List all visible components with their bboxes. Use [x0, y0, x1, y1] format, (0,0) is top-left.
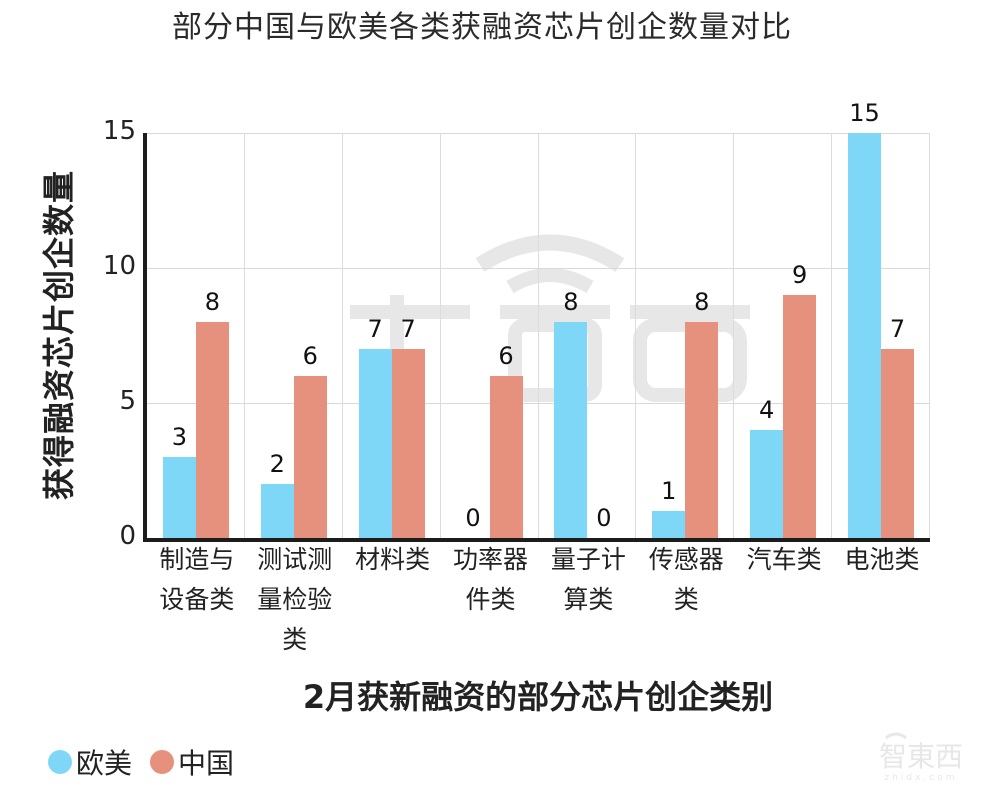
svg-text:智東西: 智東西	[879, 740, 963, 773]
zhidx-logo-icon: 智東西 zhidx.com	[879, 732, 963, 783]
bar-eu[interactable]	[260, 484, 294, 538]
data-label-cn: 8	[694, 288, 710, 316]
bar-cn[interactable]	[391, 349, 425, 538]
bar-cn[interactable]	[881, 349, 915, 538]
x-tick-label-line: 算类	[563, 585, 614, 614]
data-label-eu: 8	[563, 288, 579, 316]
y-tick-label: 10	[102, 251, 136, 281]
gridline-vertical	[733, 133, 734, 538]
x-tick-label: 测试测 量检验类	[246, 540, 344, 660]
y-tick-label: 0	[119, 521, 136, 551]
gridline-vertical	[342, 133, 343, 538]
bar-eu[interactable]	[358, 349, 392, 538]
legend: 欧美 中国	[48, 742, 252, 782]
bar-eu[interactable]	[652, 511, 686, 538]
x-tick-label-line: 量检验	[257, 585, 333, 614]
x-tick-label-line: 量子计	[550, 545, 626, 574]
x-tick-label-line: 类	[282, 625, 308, 654]
data-label-eu: 3	[171, 423, 188, 451]
legend-label-eu: 欧美	[76, 747, 133, 780]
svg-text:zhidx.com: zhidx.com	[884, 773, 957, 783]
bar-cn[interactable]	[293, 376, 327, 538]
legend-swatch-eu-icon	[48, 750, 72, 774]
y-tick-label: 15	[102, 116, 136, 146]
data-label-cn: 0	[596, 504, 612, 532]
bar-cn[interactable]	[685, 322, 719, 538]
gridline-vertical	[831, 133, 832, 538]
bar-eu[interactable]	[554, 322, 588, 538]
data-label-eu: 15	[849, 99, 880, 127]
data-label-cn: 7	[889, 315, 906, 343]
x-tick-label-line: 功率器	[453, 545, 529, 574]
x-tick-label-line: 设备类	[159, 585, 235, 614]
bar-cn[interactable]	[489, 376, 523, 538]
chart-title: 部分中国与欧美各类获融资芯片创企数量对比	[172, 10, 792, 45]
data-label-eu: 1	[661, 477, 677, 505]
y-tick-label: 5	[119, 386, 136, 416]
bar-cn[interactable]	[783, 295, 817, 538]
data-label-cn: 7	[400, 315, 416, 343]
bar-eu[interactable]	[750, 430, 784, 538]
gridline-vertical	[440, 133, 441, 538]
data-label-eu: 0	[465, 504, 481, 532]
data-label-cn: 6	[498, 342, 514, 370]
x-tick-label-line: 类	[673, 585, 699, 614]
x-tick-label-line: 制造与	[159, 545, 235, 574]
bar-eu[interactable]	[848, 133, 882, 538]
gridline-vertical	[244, 133, 245, 538]
x-tick-label-line: 传感器	[648, 545, 724, 574]
x-tick-label: 量子计 算类	[539, 540, 637, 620]
gridline-vertical	[929, 133, 930, 538]
legend-item-eu[interactable]: 欧美	[48, 742, 132, 782]
data-label-cn: 8	[204, 288, 221, 316]
x-tick-label-line: 电池类	[844, 545, 920, 574]
x-tick-label: 功率器 件类	[442, 540, 540, 620]
x-tick-label-line: 件类	[465, 585, 516, 614]
y-axis-line	[143, 133, 147, 542]
x-tick-label: 制造与 设备类	[148, 540, 246, 620]
data-label-cn: 6	[302, 342, 318, 370]
x-axis-label: 2月获新融资的部分芯片创企类别	[302, 678, 774, 716]
bar-cn[interactable]	[195, 322, 229, 538]
legend-label-cn: 中国	[178, 747, 235, 780]
plot-area: 3 8 2 6 7 7 0 6 8 0 1 8 4 9 15 7	[143, 99, 930, 542]
y-axis-label: 获得融资芯片创企数量	[40, 169, 79, 501]
x-tick-label: 电池类	[833, 540, 931, 580]
x-tick-label-line: 测试测	[257, 545, 333, 574]
data-label-eu: 7	[367, 315, 383, 343]
x-tick-label-line: 汽车类	[746, 545, 822, 574]
bar-eu[interactable]	[162, 457, 196, 538]
legend-item-cn[interactable]: 中国	[150, 742, 234, 782]
data-label-cn: 9	[792, 261, 808, 289]
data-label-eu: 2	[269, 450, 285, 478]
x-tick-label: 汽车类	[735, 540, 833, 580]
x-tick-label: 传感器类	[637, 540, 735, 620]
x-tick-label-line: 材料类	[355, 545, 431, 574]
x-axis-line	[143, 538, 930, 542]
x-tick-label: 材料类	[344, 540, 442, 580]
legend-swatch-cn-icon	[150, 750, 175, 774]
gridline-vertical	[538, 133, 539, 538]
gridline-vertical	[635, 133, 636, 538]
data-label-eu: 4	[759, 396, 775, 424]
